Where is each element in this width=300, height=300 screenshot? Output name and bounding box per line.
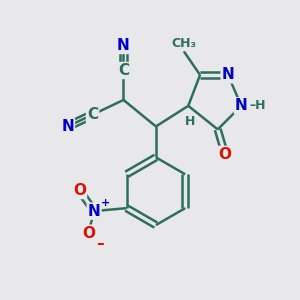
Text: C: C xyxy=(87,107,98,122)
Text: O: O xyxy=(82,226,95,241)
Text: N: N xyxy=(235,98,248,113)
Text: N: N xyxy=(88,204,100,219)
Text: O: O xyxy=(219,147,232,162)
Text: N: N xyxy=(61,119,74,134)
Text: –H: –H xyxy=(250,99,266,112)
Text: H: H xyxy=(184,115,195,128)
Text: –: – xyxy=(96,236,104,251)
Text: N: N xyxy=(222,68,234,82)
Text: CH₃: CH₃ xyxy=(171,37,196,50)
Text: O: O xyxy=(73,183,86,198)
Text: +: + xyxy=(101,198,110,208)
Text: N: N xyxy=(117,38,130,53)
Text: C: C xyxy=(118,63,129,78)
